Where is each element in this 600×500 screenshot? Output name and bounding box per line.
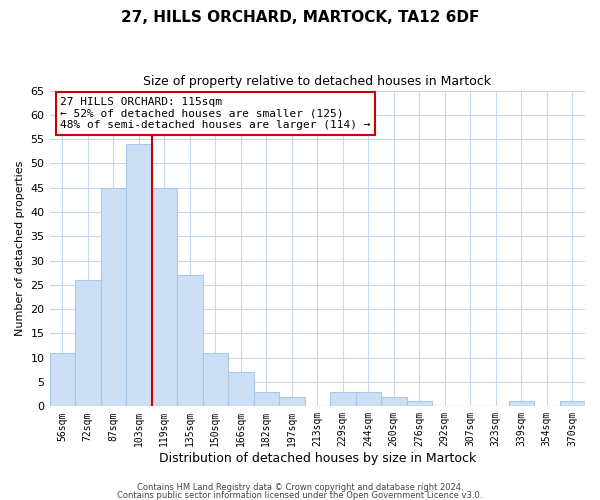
- X-axis label: Distribution of detached houses by size in Martock: Distribution of detached houses by size …: [158, 452, 476, 465]
- Bar: [509, 402, 534, 406]
- Text: 27 HILLS ORCHARD: 115sqm
← 52% of detached houses are smaller (125)
48% of semi-: 27 HILLS ORCHARD: 115sqm ← 52% of detach…: [60, 97, 371, 130]
- Bar: [330, 392, 356, 406]
- Bar: [50, 353, 75, 406]
- Text: Contains public sector information licensed under the Open Government Licence v3: Contains public sector information licen…: [118, 490, 482, 500]
- Bar: [75, 280, 101, 406]
- Text: Contains HM Land Registry data © Crown copyright and database right 2024.: Contains HM Land Registry data © Crown c…: [137, 484, 463, 492]
- Bar: [126, 144, 152, 406]
- Bar: [356, 392, 381, 406]
- Bar: [560, 402, 585, 406]
- Bar: [101, 188, 126, 406]
- Bar: [152, 188, 177, 406]
- Bar: [203, 353, 228, 406]
- Bar: [177, 275, 203, 406]
- Title: Size of property relative to detached houses in Martock: Size of property relative to detached ho…: [143, 75, 491, 88]
- Y-axis label: Number of detached properties: Number of detached properties: [15, 161, 25, 336]
- Bar: [279, 396, 305, 406]
- Text: 27, HILLS ORCHARD, MARTOCK, TA12 6DF: 27, HILLS ORCHARD, MARTOCK, TA12 6DF: [121, 10, 479, 25]
- Bar: [407, 402, 432, 406]
- Bar: [381, 396, 407, 406]
- Bar: [228, 372, 254, 406]
- Bar: [254, 392, 279, 406]
